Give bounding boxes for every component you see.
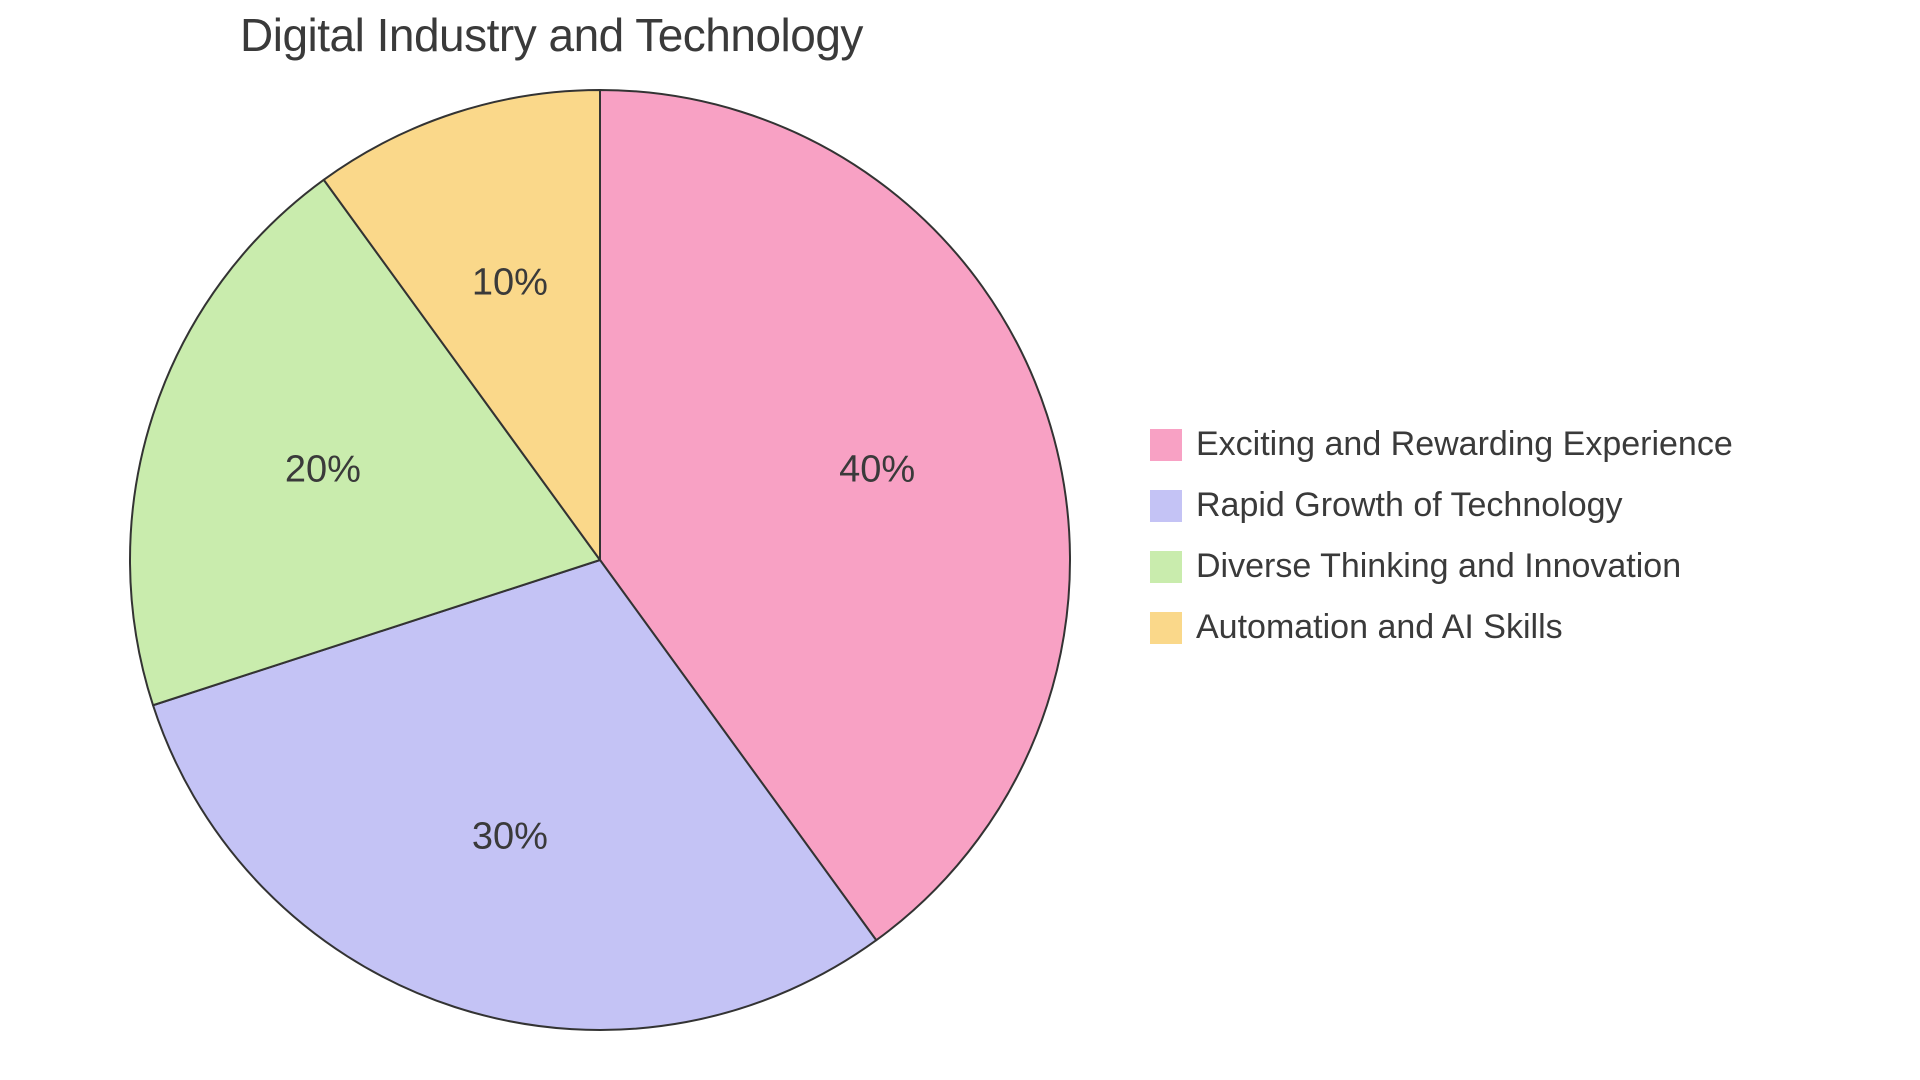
pie-chart: 40% 30% 20% 10% bbox=[128, 88, 1072, 1032]
legend-label: Exciting and Rewarding Experience bbox=[1196, 425, 1733, 464]
slice-label: 10% bbox=[472, 261, 548, 304]
legend-item: Diverse Thinking and Innovation bbox=[1150, 547, 1733, 586]
legend-item: Exciting and Rewarding Experience bbox=[1150, 425, 1733, 464]
chart-title: Digital Industry and Technology bbox=[240, 8, 863, 62]
legend-label: Rapid Growth of Technology bbox=[1196, 486, 1623, 525]
legend-swatch bbox=[1150, 429, 1182, 461]
legend-swatch bbox=[1150, 551, 1182, 583]
legend: Exciting and Rewarding Experience Rapid G… bbox=[1150, 425, 1733, 669]
legend-swatch bbox=[1150, 612, 1182, 644]
legend-item: Rapid Growth of Technology bbox=[1150, 486, 1733, 525]
legend-swatch bbox=[1150, 490, 1182, 522]
pie-svg bbox=[128, 88, 1072, 1032]
legend-label: Diverse Thinking and Innovation bbox=[1196, 547, 1681, 586]
slice-label: 20% bbox=[285, 448, 361, 491]
slice-label: 40% bbox=[839, 448, 915, 491]
legend-label: Automation and AI Skills bbox=[1196, 608, 1563, 647]
slice-label: 30% bbox=[472, 816, 548, 859]
legend-item: Automation and AI Skills bbox=[1150, 608, 1733, 647]
chart-container: Digital Industry and Technology 40% 30% 20… bbox=[0, 0, 1920, 1080]
